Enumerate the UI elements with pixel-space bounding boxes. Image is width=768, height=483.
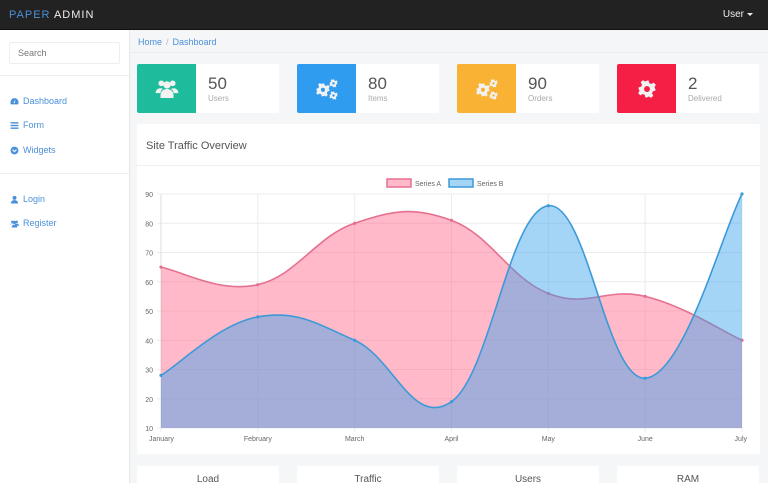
x-tick-label: March — [345, 436, 365, 443]
y-tick-label: 40 — [145, 338, 153, 345]
stat-card-users[interactable]: 50 Users — [137, 64, 279, 113]
cogs-icon — [475, 78, 498, 100]
y-tick-label: 70 — [145, 251, 153, 258]
stat-value: 50 — [208, 74, 227, 93]
data-point — [643, 376, 647, 380]
stat-label: Orders — [528, 94, 553, 103]
sidebar-item-label: Login — [23, 194, 46, 204]
y-tick-label: 60 — [145, 280, 153, 287]
sidebar-item-dashboard[interactable]: Dashboard — [10, 94, 67, 108]
traffic-area-chart[interactable]: 90 80 70 60 50 40 30 20 10 January February March Ap… — [137, 124, 760, 454]
card-title: Traffic — [354, 474, 382, 483]
search-input[interactable] — [9, 42, 120, 64]
data-point — [449, 400, 454, 404]
breadcrumb-current[interactable]: Dashboard — [172, 37, 217, 47]
sidebar-item-label: Register — [23, 218, 57, 228]
data-point — [256, 283, 260, 287]
series-b-line — [160, 193, 743, 409]
card-users: Users — [457, 466, 599, 483]
data-point — [159, 265, 163, 269]
sidebar-item-form[interactable]: Form — [10, 118, 44, 132]
breadcrumb: Home / Dashboard — [131, 30, 768, 53]
top-navbar: PAPER ADMIN User — [0, 0, 768, 30]
sidebar-search — [0, 30, 129, 76]
data-point — [159, 373, 163, 377]
data-point — [740, 192, 744, 196]
card-ram: RAM — [617, 466, 759, 483]
caret-down-icon — [747, 12, 753, 16]
user-icon — [10, 195, 19, 203]
sidebar-item-label: Widgets — [23, 145, 56, 155]
panel-divider — [137, 165, 760, 166]
stat-icon-box — [617, 64, 676, 113]
stat-icon-box — [297, 64, 356, 113]
stat-label: Delivered — [688, 94, 722, 103]
data-point — [546, 204, 550, 208]
site-traffic-panel: Site Traffic Overview 90 80 70 60 50 40 30 20 10… — [137, 124, 760, 454]
stat-card-items[interactable]: 80 Items — [297, 64, 439, 113]
legend-swatch — [448, 178, 474, 188]
data-point — [449, 218, 454, 222]
y-tick-label: 30 — [145, 368, 153, 375]
legend-label: Series B — [477, 181, 504, 188]
stat-card-delivered[interactable]: 2 Delivered — [617, 64, 759, 113]
breadcrumb-separator: / — [166, 37, 169, 47]
stat-label: Items — [368, 94, 388, 103]
cogs-icon — [315, 78, 338, 100]
sidebar: Dashboard Form Widgets Login Register — [0, 30, 130, 483]
data-point — [643, 294, 647, 298]
y-tick-label: 80 — [145, 221, 153, 228]
breadcrumb-home-link[interactable]: Home — [138, 37, 163, 47]
sidebar-item-widgets[interactable]: Widgets — [10, 143, 56, 157]
chevron-circle-icon — [10, 146, 19, 154]
list-icon — [10, 121, 19, 129]
stat-icon-box — [457, 64, 516, 113]
x-tick-label: June — [638, 436, 653, 443]
x-tick-label: April — [444, 436, 458, 443]
y-tick-label: 50 — [145, 309, 153, 316]
stat-card-orders[interactable]: 90 Orders — [457, 64, 599, 113]
data-point — [353, 221, 357, 225]
sidebar-item-register[interactable]: Register — [10, 216, 57, 230]
sidebar-divider — [0, 173, 129, 174]
x-tick-label: January — [149, 436, 174, 443]
data-point — [546, 291, 550, 296]
y-tick-label: 90 — [145, 192, 153, 199]
stat-icon-box — [137, 64, 196, 113]
sidebar-item-label: Dashboard — [23, 96, 68, 106]
series-b-area — [161, 194, 742, 428]
stat-value: 2 — [688, 74, 698, 93]
card-title: Load — [196, 474, 220, 483]
card-title: Users — [514, 474, 542, 483]
stat-value: 90 — [528, 74, 547, 93]
sidebar-item-login[interactable]: Login — [10, 192, 45, 206]
card-title: RAM — [676, 474, 700, 483]
card-traffic: Traffic — [297, 466, 439, 483]
data-point — [256, 315, 260, 319]
y-tick-label: 10 — [145, 426, 153, 433]
stat-label: Users — [208, 94, 229, 103]
y-tick-label: 20 — [145, 397, 153, 404]
dashboard-icon — [10, 97, 19, 104]
sidebar-item-label: Form — [23, 120, 44, 130]
legend-swatch — [386, 178, 412, 188]
panel-title: Site Traffic Overview — [146, 140, 247, 152]
x-tick-label: May — [542, 436, 556, 443]
x-tick-label: February — [244, 436, 273, 443]
user-menu-dropdown[interactable]: User — [723, 9, 753, 20]
data-point — [353, 338, 357, 342]
brand-part1: PAPER — [9, 9, 51, 21]
users-icon — [10, 220, 19, 227]
brand-part2: ADMIN — [53, 9, 95, 21]
legend-label: Series A — [415, 181, 441, 188]
stat-value: 80 — [368, 74, 387, 93]
x-tick-label: July — [735, 436, 748, 443]
brand-logo[interactable]: PAPER ADMIN — [9, 9, 94, 21]
series-a-area — [161, 211, 742, 428]
cog-icon — [637, 79, 656, 98]
card-load: Load — [137, 466, 279, 483]
data-point — [740, 338, 744, 342]
user-menu-label: User — [722, 9, 744, 20]
users-icon — [155, 79, 178, 98]
